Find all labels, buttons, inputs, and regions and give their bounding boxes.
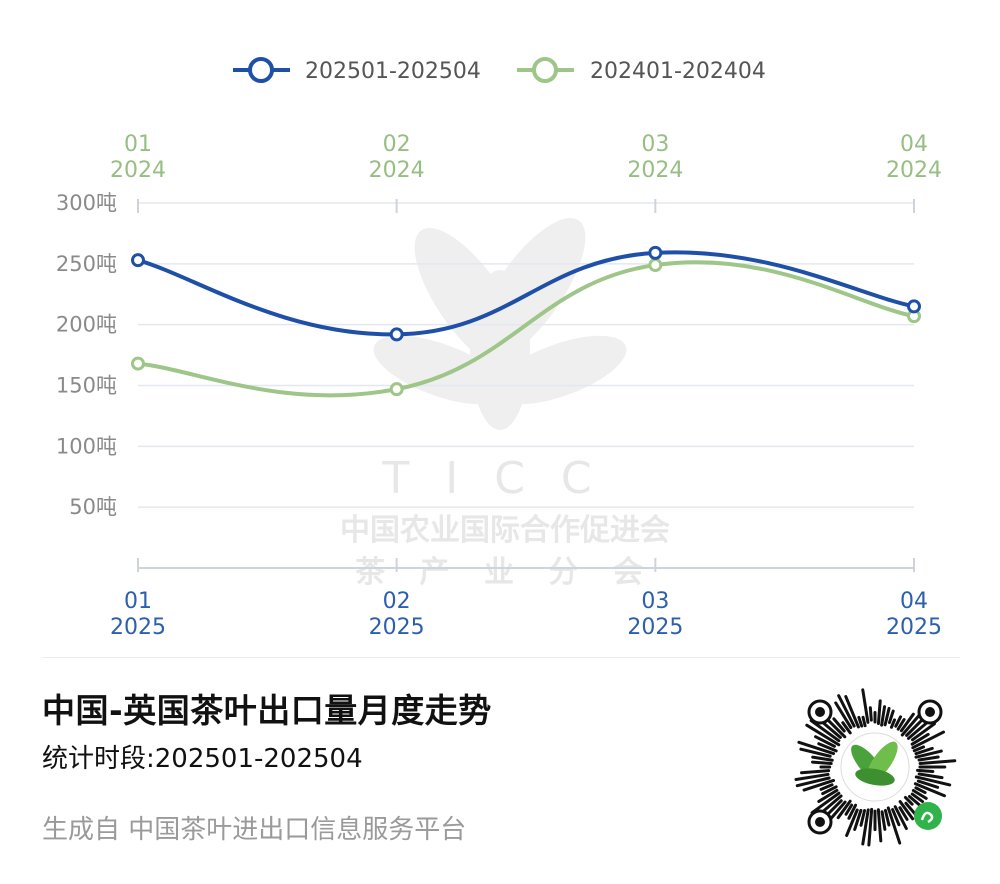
x-bottom-year-label-0: 2025: [110, 615, 166, 640]
y-tick-label-50: 50吨: [69, 495, 117, 519]
source-text: 生成自 中国茶叶进出口信息服务平台: [42, 815, 467, 845]
data-point-1-2[interactable]: [389, 327, 404, 342]
legend: 202501-202504 202401-202404: [233, 57, 766, 84]
chart: TICC 中国农业国际合作促进会 茶 产 业 分 会 202501-202504…: [56, 57, 942, 640]
qr-finder-icon-3: [807, 809, 833, 835]
series-line-2: [136, 260, 916, 398]
divider: [42, 657, 960, 658]
series-line-1: [136, 250, 916, 337]
x-bottom-month-label-3: 04: [900, 589, 928, 614]
legend-item-2: 202401-202404: [517, 57, 766, 84]
grid: [138, 202, 914, 508]
watermark: TICC 中国农业国际合作促进会 茶 产 业 分 会: [340, 217, 670, 590]
x-bottom-year-label-3: 2025: [886, 615, 942, 640]
x-top-year-label-0: 2024: [110, 158, 166, 183]
axes: 50吨100吨150吨200吨250吨300吨01202401202502202…: [56, 132, 942, 640]
data-point-2-2[interactable]: [389, 382, 404, 397]
x-top-month-label-2: 03: [641, 132, 669, 157]
statistics-period: 统计时段:202501-202504: [42, 744, 363, 774]
chart-title: 中国-英国茶叶出口量月度走势: [42, 691, 492, 730]
qr-finder-icon-1: [807, 699, 833, 725]
mini-program-badge-icon: [914, 802, 942, 830]
watermark-line2: 茶 产 业 分 会: [355, 555, 655, 590]
x-bottom-year-label-2: 2025: [627, 615, 683, 640]
series-1: [131, 245, 921, 342]
data-point-1-4[interactable]: [907, 299, 921, 314]
x-bottom-month-label-0: 01: [124, 589, 152, 614]
x-bottom-year-label-1: 2025: [369, 615, 425, 640]
y-tick-label-150: 150吨: [56, 374, 117, 398]
y-tick-label-300: 300吨: [56, 191, 117, 215]
data-point-2-1[interactable]: [131, 356, 145, 371]
x-top-year-label-2: 2024: [627, 158, 683, 183]
legend-label-2: 202401-202404: [590, 59, 766, 84]
qr-finder-icon-2: [917, 699, 943, 725]
x-top-year-label-3: 2024: [886, 158, 942, 183]
data-point-1-1[interactable]: [131, 253, 145, 268]
x-top-month-label-3: 04: [900, 132, 928, 157]
legend-label-1: 202501-202504: [305, 59, 481, 84]
data-point-1-3[interactable]: [648, 245, 663, 260]
watermark-leaf-icon: [373, 217, 627, 430]
data-point-2-3[interactable]: [648, 258, 663, 273]
y-tick-label-200: 200吨: [56, 313, 117, 337]
watermark-line1: 中国农业国际合作促进会: [340, 513, 670, 548]
x-bottom-month-label-1: 02: [383, 589, 411, 614]
y-tick-label-100: 100吨: [56, 434, 117, 458]
x-bottom-month-label-2: 03: [641, 589, 669, 614]
x-top-month-label-1: 02: [383, 132, 411, 157]
tea-leaf-logo-icon: [840, 732, 910, 802]
mini-program-qr-code-icon[interactable]: [790, 682, 960, 852]
x-top-year-label-1: 2024: [369, 158, 425, 183]
watermark-acronym: TICC: [381, 453, 627, 504]
series: [131, 245, 921, 398]
legend-item-1: 202501-202504: [233, 57, 481, 84]
y-tick-label-250: 250吨: [56, 252, 117, 276]
series-2: [131, 258, 921, 398]
x-top-month-label-0: 01: [124, 132, 152, 157]
